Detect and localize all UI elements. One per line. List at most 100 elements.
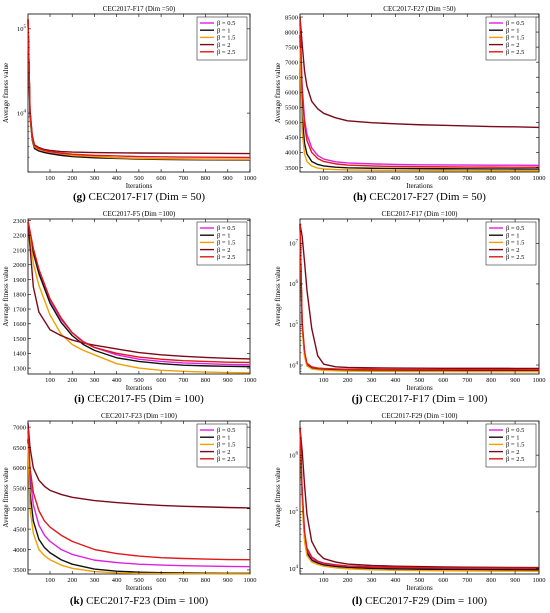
chart-panel-4: 100 200 300 400 500 600 700 800 900 1000 107 106 105…: [274, 210, 546, 405]
y-tick-label: 105: [17, 25, 27, 33]
panel-caption: (l) CEC2017-F29 (Dim = 100): [352, 595, 487, 607]
y-tick-label: 104: [289, 565, 299, 573]
y-tick-label: 1300: [13, 365, 26, 372]
x-tick-label: 300: [90, 577, 100, 584]
x-tick-label: 800: [201, 577, 211, 584]
x-axis-label: Iterations: [406, 584, 433, 592]
x-axis-label: Iterations: [126, 584, 153, 592]
panel-caption: (g) CEC2017-F17 (Dim = 50): [73, 191, 205, 203]
y-axis-label: Average fitness value: [274, 467, 282, 527]
panel-caption: (j) CEC2017-F17 (Dim = 100): [352, 393, 488, 405]
x-tick-label: 900: [223, 175, 233, 182]
y-tick-label: 106: [289, 280, 299, 288]
y-tick-label: 3500: [13, 567, 26, 574]
legend: β = 0.5β = 1β = 1.5β = 2β = 2.5: [485, 16, 537, 61]
series-line-5: [27, 427, 251, 561]
x-tick-label: 500: [415, 577, 425, 584]
x-tick-label: 200: [343, 577, 353, 584]
legend-entry-4: β = 2: [217, 42, 230, 49]
x-tick-label: 300: [90, 377, 100, 384]
legend-entry-5: β = 2.5: [506, 254, 524, 261]
legend-entry-5: β = 2.5: [506, 456, 524, 463]
x-tick-label: 300: [90, 175, 100, 182]
y-tick-label: 8000: [285, 29, 298, 36]
panel-caption: (i) CEC2017-F5 (Dim = 100): [74, 393, 204, 405]
panel-caption: (k) CEC2017-F23 (Dim = 100): [70, 595, 209, 607]
legend-box: [485, 221, 537, 266]
legend-entry-4: β = 2: [217, 247, 230, 254]
legend-entry-2: β = 1: [217, 434, 230, 441]
y-tick-label: 4000: [285, 150, 298, 157]
y-tick-label: 104: [17, 109, 27, 117]
x-tick-label: 200: [343, 377, 353, 384]
y-tick-label: 7000: [285, 59, 298, 66]
x-tick-label: 100: [319, 577, 329, 584]
legend: β = 0.5β = 1β = 1.5β = 2β = 2.5: [485, 423, 537, 468]
x-tick-label: 100: [319, 377, 329, 384]
x-tick-label: 1000: [533, 577, 546, 584]
series-line-5: [27, 220, 251, 364]
legend-entry-4: β = 2: [217, 449, 230, 456]
y-axis-label: Average fitness value: [2, 467, 10, 527]
x-tick-label: 100: [45, 577, 55, 584]
legend-entry-2: β = 1: [217, 232, 230, 239]
x-tick-label: 700: [462, 377, 472, 384]
x-tick-label: 800: [486, 175, 496, 182]
panel-caption: (h) CEC2017-F27 (Dim = 50): [353, 191, 486, 203]
series-line-2: [299, 35, 540, 170]
x-tick-label: 1000: [244, 175, 257, 182]
x-tick-label: 200: [67, 175, 77, 182]
y-tick-label: 4500: [285, 135, 298, 142]
legend: β = 0.5β = 1β = 1.5β = 2β = 2.5: [485, 221, 537, 266]
legend-entry-1: β = 0.5: [506, 20, 524, 27]
x-tick-label: 700: [462, 577, 472, 584]
y-tick-label: 1700: [13, 306, 26, 313]
x-axis-label: Iterations: [406, 384, 433, 392]
x-tick-label: 700: [178, 175, 188, 182]
legend-entry-1: β = 0.5: [506, 225, 524, 232]
legend-entry-4: β = 2: [506, 42, 519, 49]
y-tick-label: 1500: [13, 336, 26, 343]
x-tick-label: 1000: [533, 175, 546, 182]
legend-entry-1: β = 0.5: [217, 225, 235, 232]
x-tick-label: 800: [486, 577, 496, 584]
y-tick-label: 2300: [13, 218, 26, 225]
legend-entry-5: β = 2.5: [217, 254, 235, 261]
y-tick-label: 105: [289, 321, 299, 329]
chart-panel-5: 100 200 300 400 500 600 700 800 900 1000 3500 4000 4…: [2, 412, 257, 607]
chart-title: CEC2017-F29 (Dim =100): [382, 412, 459, 420]
x-tick-label: 800: [201, 377, 211, 384]
legend: β = 0.5β = 1β = 1.5β = 2β = 2.5: [196, 16, 248, 61]
x-tick-label: 400: [391, 377, 401, 384]
series-line-2: [27, 223, 251, 368]
y-tick-label: 1600: [13, 321, 26, 328]
y-tick-label: 4000: [13, 547, 26, 554]
legend-entry-4: β = 2: [506, 449, 519, 456]
y-axis-label: Average fitness value: [274, 266, 282, 326]
x-tick-label: 600: [438, 577, 448, 584]
y-tick-label: 6000: [13, 465, 26, 472]
x-tick-label: 600: [156, 377, 166, 384]
series-line-1: [27, 431, 251, 568]
x-tick-label: 200: [343, 175, 353, 182]
x-tick-label: 600: [156, 577, 166, 584]
y-tick-label: 1900: [13, 277, 26, 284]
y-tick-label: 6500: [285, 75, 298, 82]
chart-title: CEC2017-F17 (Dim =50): [103, 5, 176, 13]
x-tick-label: 900: [510, 377, 520, 384]
series-line-3: [27, 221, 251, 374]
legend-entry-1: β = 0.5: [217, 427, 235, 434]
x-tick-label: 400: [112, 577, 122, 584]
series-line-5: [299, 428, 540, 570]
y-tick-label: 105: [289, 508, 299, 516]
legend-entry-5: β = 2.5: [217, 49, 235, 56]
series-line-1: [299, 23, 540, 166]
x-axis-label: Iterations: [126, 384, 153, 392]
legend: β = 0.5β = 1β = 1.5β = 2β = 2.5: [196, 423, 248, 468]
y-tick-label: 3500: [285, 165, 298, 172]
y-tick-label: 5500: [285, 105, 298, 112]
chart-panel-3: 100 200 300 400 500 600 700 800 900 1000 1300 1400 1…: [2, 210, 257, 405]
x-tick-label: 300: [367, 377, 377, 384]
chart-title: CEC2017-F5 (Dim =100): [103, 210, 176, 218]
legend: β = 0.5β = 1β = 1.5β = 2β = 2.5: [196, 221, 248, 266]
